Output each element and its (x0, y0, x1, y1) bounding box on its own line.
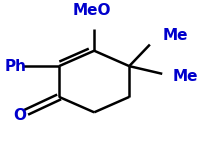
Text: O: O (13, 108, 27, 123)
Text: MeO: MeO (73, 3, 111, 18)
Text: Me: Me (173, 69, 198, 84)
Text: Ph: Ph (5, 59, 27, 74)
Text: Me: Me (162, 28, 188, 43)
